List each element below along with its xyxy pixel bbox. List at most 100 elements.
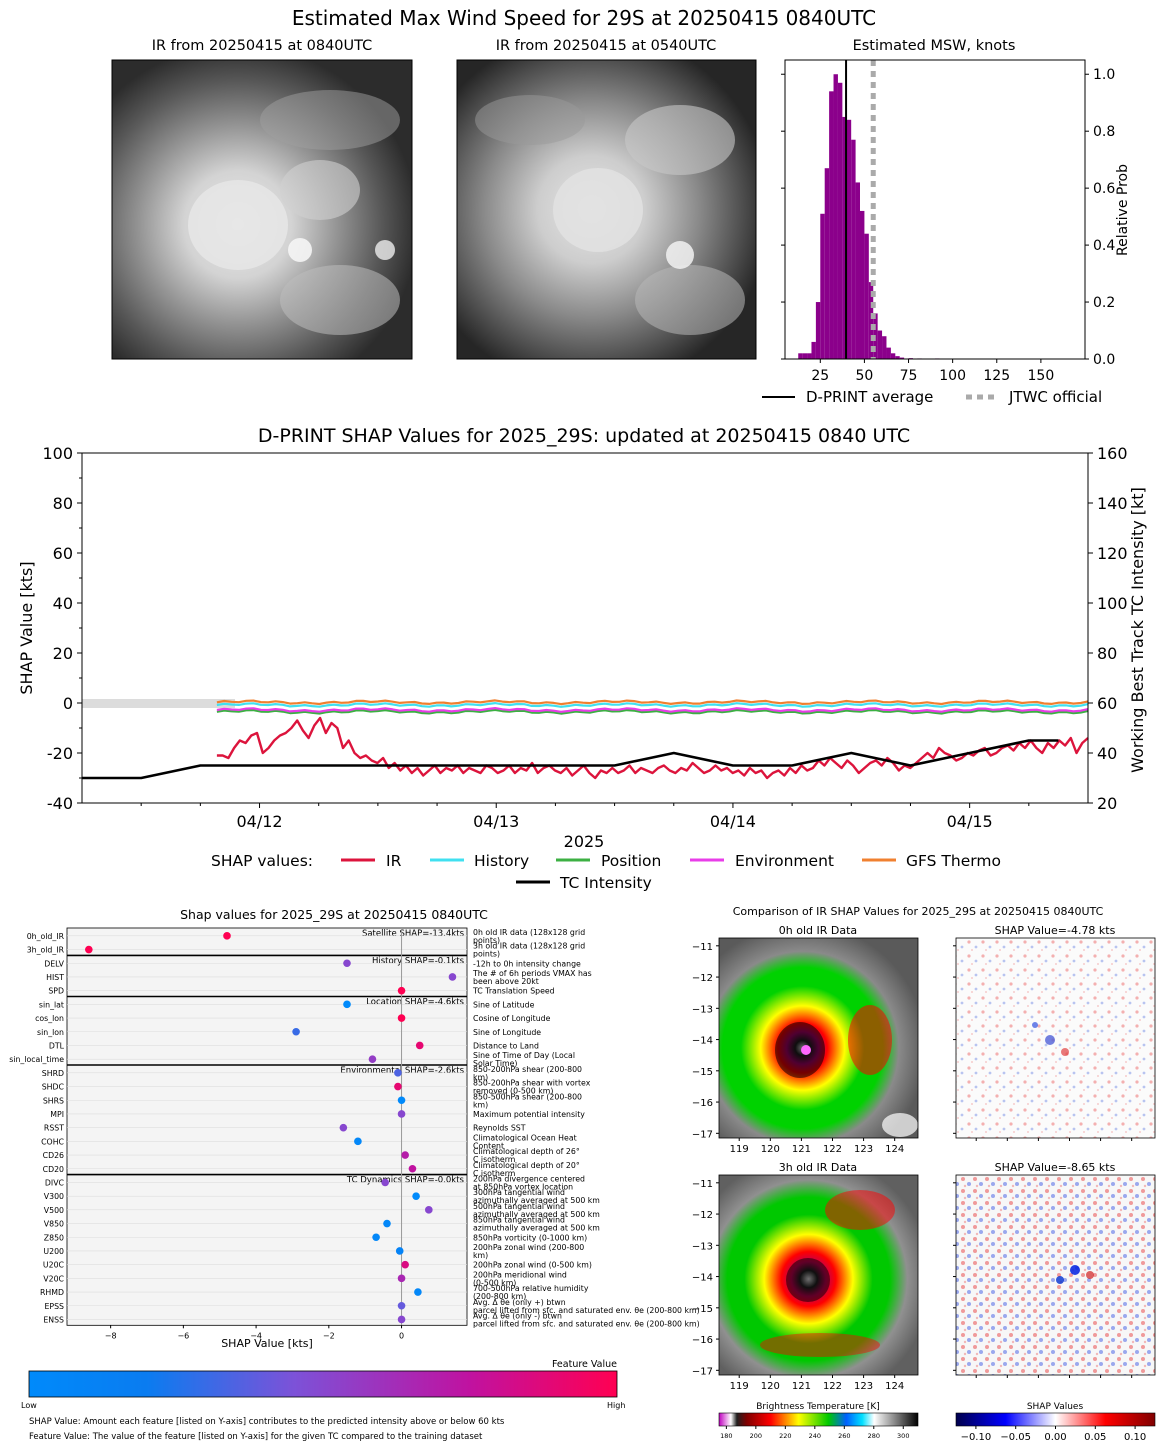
hist-bar [895,356,900,359]
ir-0h-image [718,937,919,1139]
group-label: TC Dynamics SHAP=-0.0kts [346,1176,465,1186]
ts-ytick-right-label: 80 [1097,644,1117,663]
ir-xtick-label: 120 [761,1381,780,1392]
feature-point [368,1055,377,1063]
feature-desc-cont: (0-500 km) [473,1278,516,1287]
feature-point [425,1206,433,1214]
bt-tick-label: 220 [779,1432,791,1440]
hist-bar [802,353,808,359]
feature-desc-cont: azimuthally averaged at 500 km [473,1196,600,1205]
hist-ytick-label: 1.0 [1093,67,1115,83]
ts-ytick-label: -20 [47,744,73,763]
feature-point [397,1014,406,1022]
legend-gfs-thermo: GFS Thermo [906,852,1001,870]
shap-cb-tick-label: −0.05 [1000,1432,1031,1443]
feature-desc: Distance to Land [473,1041,539,1050]
timeseries-ylabel: SHAP Value [kts] [17,561,36,694]
feature-name: SPD [48,987,64,996]
hist-bar [811,341,816,359]
hist-ylabel: Relative Prob [1115,164,1131,256]
feature-shap-title: Shap values for 2025_29S at 20250415 084… [180,907,488,922]
hist-bar [829,91,834,360]
bt-tick-label: 240 [809,1432,821,1440]
legend-title: SHAP values: [211,852,313,870]
ts-ytick-label: 100 [42,444,73,463]
shap-cb-tick-label: 0.00 [1044,1432,1066,1443]
note-shap-value: SHAP Value: Amount each feature [listed … [29,1417,505,1427]
feature-desc: 3h old IR data (128x128 grid [473,942,585,951]
feature-point [401,1260,409,1269]
legend-jtwc-official: JTWC official [1008,388,1102,406]
feature-point [412,1192,420,1200]
feature-desc: Climatological Ocean Heat [473,1133,577,1142]
feature-desc: 300hPa tangential wind [473,1188,565,1197]
bt-tick-label: 280 [868,1432,880,1440]
timeseries-title: D-PRINT SHAP Values for 2025_29S: update… [258,425,910,447]
group-label: Environmental SHAP=-2.6kts [340,1066,464,1076]
feature-point [381,1178,389,1187]
feature-shap-chart: Shap values for 2025_29S at 20250415 084… [9,907,699,1442]
ir-ytick-label: −15 [692,1067,713,1078]
ir-xtick-label: 119 [730,1144,749,1155]
feature-name: SHDC [42,1083,65,1092]
hist-xtick-label: 125 [983,368,1010,384]
msw-histogram: Estimated MSW, knots 25 50 75 100 125 150 0.0… [762,38,1131,406]
feature-desc: Reynolds SST [473,1124,526,1133]
shap-3h-title: SHAP Value=-8.65 kts [995,1161,1116,1174]
legend-dprint-average: D-PRINT average [806,388,933,406]
feature-name: DELV [44,959,64,968]
ts-ytick-right-label: 160 [1097,444,1128,463]
feature-name: cos_lon [35,1014,64,1023]
feature-desc: Climatological depth of 26° [473,1147,580,1156]
feature-desc: 850-200hPa shear (200-800 [473,1065,582,1074]
feature-point [394,1069,402,1077]
feature-desc: 0h old IR data (128x128 grid [473,928,585,937]
series-line-gfs_thermo [216,699,1089,706]
hist-bar [820,213,825,359]
msw-hist-title: Estimated MSW, knots [853,38,1016,54]
ir-xtick-label: 119 [730,1381,749,1392]
hist-xtick-label: 50 [855,368,873,384]
shap-cb-tick-label: 0.10 [1124,1432,1146,1443]
hist-bar [855,182,860,359]
feature-name: RSST [44,1124,64,1133]
feature-name: V300 [44,1192,64,1201]
feature-desc: 200hPa zonal wind (200-800 [473,1243,584,1252]
ir-ytick-label: −17 [692,1366,713,1377]
group-label: Location SHAP=-4.6kts [366,998,464,1008]
ir-0h-title: 0h old IR Data [779,924,857,937]
ts-ytick-right-label: 60 [1097,694,1117,713]
shap-colorbar-label: SHAP Values [1027,1402,1084,1412]
feature-name: SHRS [43,1096,64,1105]
feature-name: SHRD [42,1069,64,1078]
feature-desc: Avg. Δ θe (only -) btwn [473,1311,562,1320]
feature-desc-cont: km) [473,1073,488,1082]
ir-xtick-label: 123 [854,1381,873,1392]
series-line-history [216,701,1089,708]
feature-xtick-label: −8 [105,1331,117,1340]
hist-bar [807,353,812,359]
ir-comparison: Comparison of IR SHAP Values for 2025_29… [692,905,1156,1443]
feature-desc: -12h to 0h intensity change [473,959,581,968]
hist-ytick-label: 0.0 [1093,352,1115,368]
ir-xtick-label: 121 [792,1144,811,1155]
hist-bar [890,353,896,359]
feature-name: CD26 [43,1151,64,1160]
ir-ytick-label: −13 [692,1241,713,1252]
bt-tick-label: 260 [838,1432,850,1440]
feature-point [383,1219,391,1228]
bt-colorbar [718,1412,919,1427]
ir-previous-title: IR from 20250415 at 0540UTC [496,38,717,54]
ts-xtick-label: 04/13 [473,812,519,831]
hist-bar [833,74,838,359]
feature-name: U200 [43,1247,64,1256]
feature-point [394,1082,402,1091]
hist-bar [899,357,905,359]
feature-name: CD20 [43,1165,64,1174]
hist-legend: D-PRINT average JTWC official [762,388,1102,406]
ir-image-current: IR from 20250415 at 0840UTC [111,38,413,360]
bt-tick-label: 300 [897,1432,909,1440]
hist-ytick-label: 0.2 [1093,295,1115,311]
feature-xtick-label: −2 [323,1331,335,1340]
